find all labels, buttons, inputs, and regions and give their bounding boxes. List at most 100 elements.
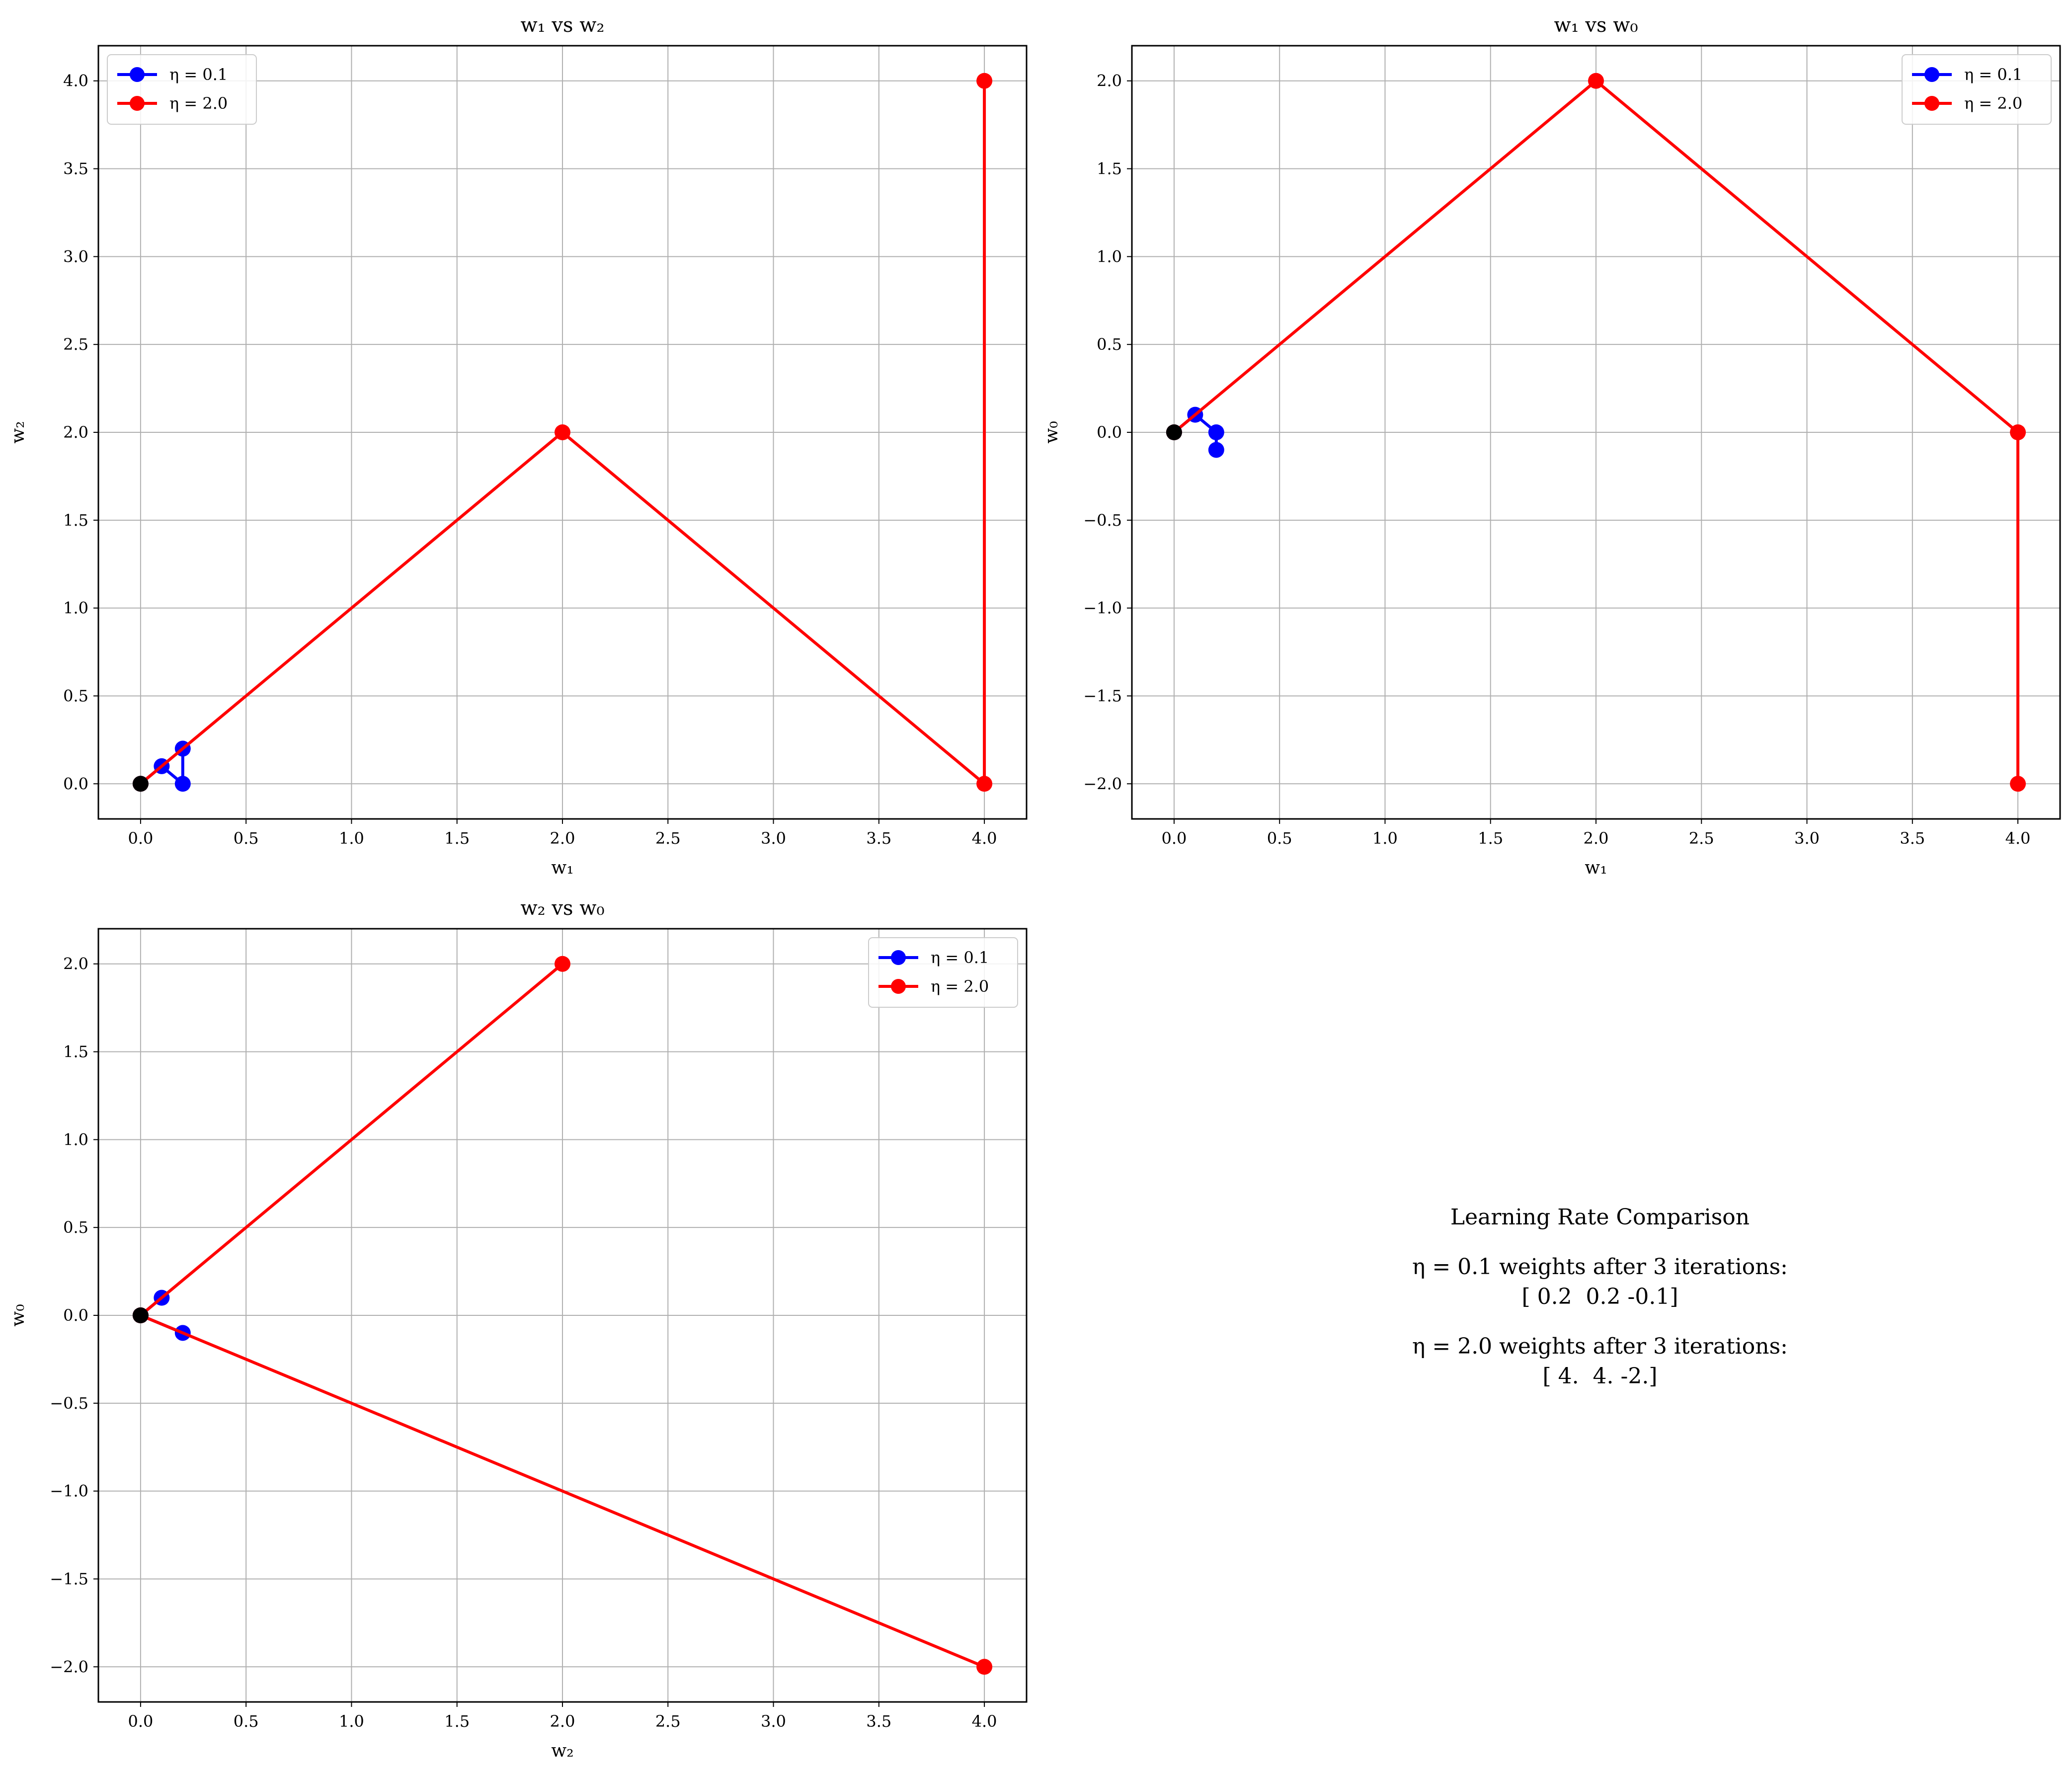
summary-title: Learning Rate Comparison <box>1450 1205 1750 1230</box>
x-axis-label: w₁ <box>1585 858 1607 878</box>
y-tick-label: −0.5 <box>1083 511 1122 530</box>
legend-marker <box>130 96 145 111</box>
summary-panel: Learning Rate Comparison η = 0.1 weights… <box>1312 1203 1888 1391</box>
origin-point <box>1166 424 1182 440</box>
series-point-2 <box>555 956 570 972</box>
y-tick-label: 1.5 <box>63 511 88 530</box>
origin-point <box>132 776 149 792</box>
y-tick-label: 2.0 <box>1097 72 1122 90</box>
y-tick-label: 1.0 <box>63 1130 88 1149</box>
y-axis-label: w₀ <box>1041 421 1062 443</box>
series-point-2 <box>2010 424 2026 440</box>
y-tick-label: −1.0 <box>50 1482 88 1501</box>
x-tick-label: 4.0 <box>972 1712 997 1731</box>
summary-gap <box>1312 1312 1888 1332</box>
summary-line-small-lr: η = 0.1 weights after 3 iterations: <box>1412 1254 1788 1280</box>
x-tick-label: 0.5 <box>1267 829 1292 848</box>
y-tick-label: 0.0 <box>63 774 88 793</box>
series-point-2 <box>1588 73 1604 89</box>
series-point-1 <box>1208 424 1224 440</box>
legend-marker <box>1924 96 1939 111</box>
y-axis-label: w₀ <box>8 1304 28 1326</box>
axes-frame <box>97 928 1028 1703</box>
legend-marker <box>891 950 906 965</box>
legend-label: η = 0.1 <box>931 948 989 967</box>
x-tick-label: 3.0 <box>1794 829 1820 848</box>
legend-box <box>1902 54 2052 125</box>
x-tick-label: 1.0 <box>339 829 364 848</box>
series-point-2 <box>976 776 993 792</box>
axes-frame <box>1131 45 2061 820</box>
y-tick-label: −2.0 <box>50 1657 88 1676</box>
y-tick-label: 0.0 <box>1097 423 1122 442</box>
y-tick-label: −1.5 <box>50 1569 88 1588</box>
y-axis-label: w₂ <box>8 421 28 443</box>
x-tick-label: 3.0 <box>761 1712 786 1731</box>
y-tick-label: 0.5 <box>63 686 88 705</box>
summary-weights-small-lr: [ 0.2 0.2 -0.1] <box>1521 1284 1678 1309</box>
x-tick-label: 3.5 <box>866 829 891 848</box>
x-tick-label: 2.5 <box>655 829 681 848</box>
y-tick-label: 2.0 <box>63 423 88 442</box>
chart-panel-2: 0.0 0.5 1.0 1.5 2.0 2.5 3.0 3.5 4.0 −2.0 −1.5 −1.0 −… <box>1041 14 2061 878</box>
x-tick-label: 3.5 <box>866 1712 891 1731</box>
x-tick-label: 2.5 <box>655 1712 681 1731</box>
legend-marker <box>130 67 145 82</box>
x-tick-label: 1.0 <box>1372 829 1398 848</box>
x-tick-label: 1.0 <box>339 1712 364 1731</box>
axes-frame <box>97 45 1028 820</box>
y-tick-label: 2.5 <box>63 335 88 354</box>
series-line-2 <box>139 81 986 786</box>
summary-line-large-lr: η = 2.0 weights after 3 iterations: <box>1412 1334 1788 1359</box>
x-tick-label: 1.5 <box>444 829 470 848</box>
summary-gap <box>1312 1232 1888 1252</box>
y-tick-label: 1.0 <box>1097 247 1122 266</box>
legend-marker <box>891 979 906 994</box>
y-tick-label: 2.0 <box>63 955 88 973</box>
summary-weights-large-lr: [ 4. 4. -2.] <box>1542 1364 1658 1389</box>
y-tick-label: −0.5 <box>50 1394 88 1413</box>
y-tick-label: 1.0 <box>63 599 88 618</box>
y-tick-label: 0.0 <box>63 1306 88 1325</box>
series-line-2 <box>139 962 985 1669</box>
x-tick-label: 3.0 <box>761 829 786 848</box>
y-tick-label: −2.0 <box>1083 774 1122 793</box>
x-axis-label: w₁ <box>551 858 573 878</box>
legend-box <box>868 937 1018 1008</box>
y-tick-label: 1.5 <box>63 1043 88 1061</box>
x-tick-label: 2.0 <box>1584 829 1609 848</box>
y-tick-label: 0.5 <box>1097 335 1122 354</box>
x-tick-label: 3.5 <box>1900 829 1925 848</box>
chart-title: w₂ vs w₀ <box>520 897 604 920</box>
y-tick-label: 3.5 <box>63 160 88 178</box>
series-point-2 <box>555 424 570 440</box>
y-tick-label: 0.5 <box>63 1218 88 1237</box>
series-point-2 <box>976 73 993 89</box>
legend-box <box>107 54 257 125</box>
x-tick-label: 0.5 <box>234 829 259 848</box>
legend-label: η = 2.0 <box>1964 94 2022 113</box>
y-tick-label: 4.0 <box>63 72 88 90</box>
x-tick-label: 0.0 <box>128 1712 153 1731</box>
x-axis-label: w₂ <box>551 1741 573 1761</box>
y-tick-label: 1.5 <box>1097 160 1122 178</box>
legend-label: η = 0.1 <box>169 65 228 84</box>
x-tick-label: 0.0 <box>128 829 153 848</box>
x-tick-label: 0.0 <box>1161 829 1187 848</box>
y-tick-label: 3.0 <box>63 247 88 266</box>
legend-label: η = 0.1 <box>1964 65 2022 84</box>
series-point-1 <box>174 776 191 792</box>
chart-panel-3: 0.0 0.5 1.0 1.5 2.0 2.5 3.0 3.5 4.0 −2.0 −1.5 −1.0 −… <box>8 897 1028 1761</box>
x-tick-label: 2.0 <box>550 829 575 848</box>
series-point-2 <box>976 1659 993 1675</box>
legend-label: η = 2.0 <box>169 94 228 113</box>
x-tick-label: 1.5 <box>444 1712 470 1731</box>
series-line-2 <box>1173 79 2020 784</box>
origin-point <box>132 1307 149 1323</box>
x-tick-label: 1.5 <box>1478 829 1503 848</box>
legend-label: η = 2.0 <box>931 977 989 996</box>
series-point-2 <box>2010 776 2026 792</box>
chart-panel-1: 0.0 0.5 1.0 1.5 2.0 2.5 3.0 3.5 4.0 0.0 0.5 1.0 1.5 2… <box>8 14 1028 878</box>
chart-title: w₁ vs w₂ <box>520 14 604 37</box>
